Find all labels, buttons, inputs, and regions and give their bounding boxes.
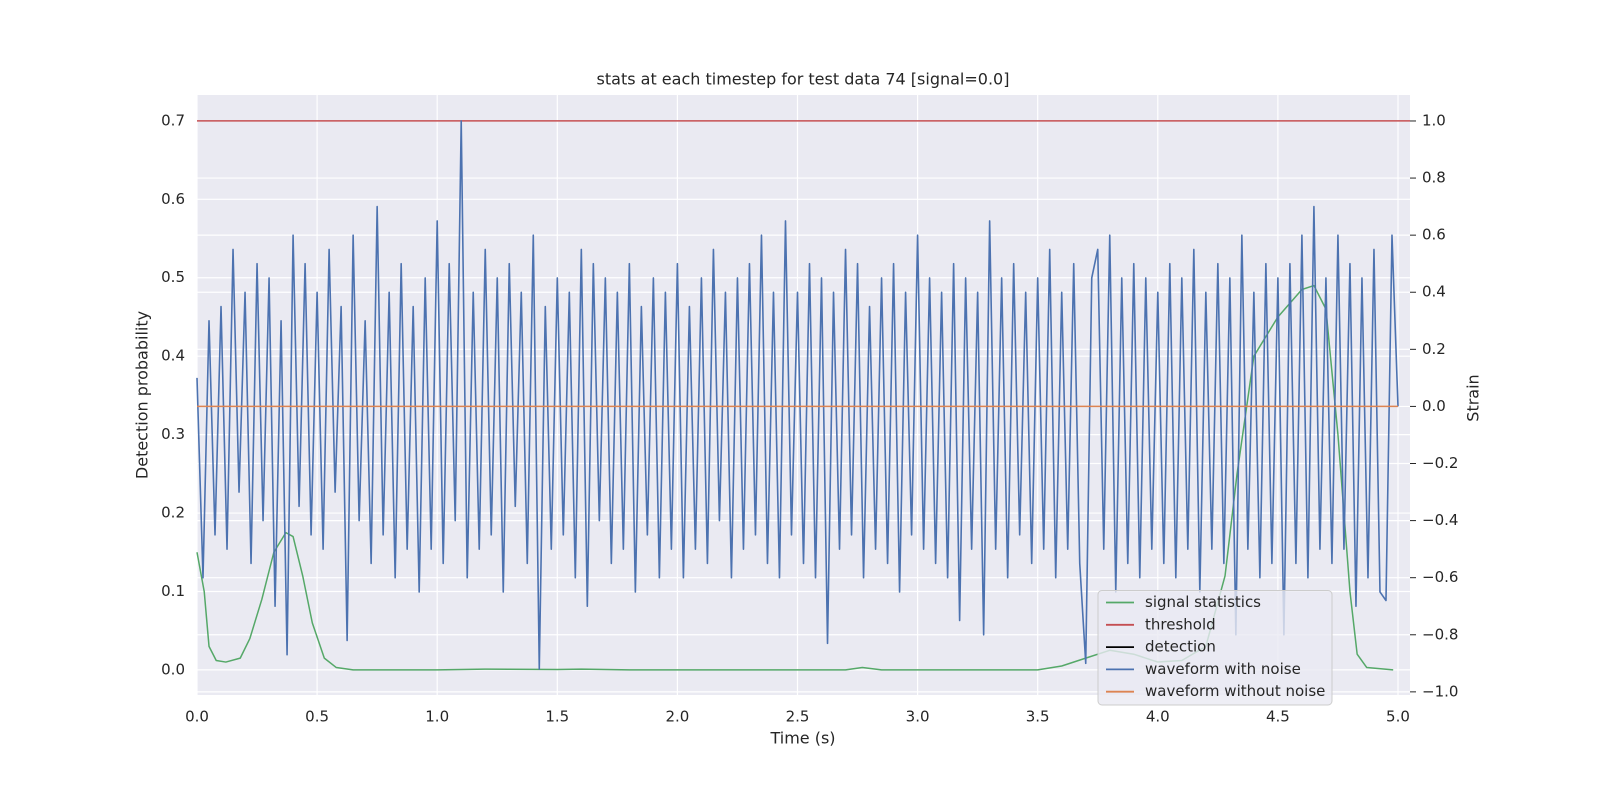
y2-tick-label: −1.0 bbox=[1422, 682, 1458, 700]
series-line bbox=[196, 120, 1399, 670]
legend-box bbox=[1097, 590, 1333, 706]
x-tick-label: 1.0 bbox=[425, 708, 449, 726]
y-tick-label: 0.1 bbox=[161, 582, 185, 600]
x-tick-label: 2.5 bbox=[786, 708, 810, 726]
x-tick-label: 4.0 bbox=[1146, 708, 1170, 726]
x-tick-label: 2.0 bbox=[665, 708, 689, 726]
y2-axis-label: Strain bbox=[1464, 374, 1483, 421]
legend-label: waveform without noise bbox=[1145, 682, 1325, 700]
x-tick-label: 0.5 bbox=[305, 708, 329, 726]
x-tick-label: 3.0 bbox=[906, 708, 930, 726]
y2-tick-label: 1.0 bbox=[1422, 111, 1446, 129]
legend-label: signal statistics bbox=[1145, 593, 1261, 611]
y2-tick-label: 0.6 bbox=[1422, 226, 1446, 244]
x-tick-label: 3.5 bbox=[1026, 708, 1050, 726]
lines bbox=[196, 120, 1410, 671]
x-tick-label: 4.5 bbox=[1266, 708, 1290, 726]
x-tick-label: 5.0 bbox=[1386, 708, 1410, 726]
y-tick-label: 0.3 bbox=[161, 425, 185, 443]
y2-tick-label: −0.2 bbox=[1422, 454, 1458, 472]
y-axis-label: Detection probability bbox=[133, 311, 152, 479]
x-axis-label: Time (s) bbox=[769, 729, 835, 748]
legend-label: detection bbox=[1145, 638, 1216, 656]
y2-tick-label: 0.2 bbox=[1422, 340, 1446, 358]
y-tick-label: 0.6 bbox=[161, 190, 185, 208]
y-tick-label: 0.5 bbox=[161, 268, 185, 286]
legend-label: threshold bbox=[1145, 615, 1216, 633]
ticks: 0.0 0.5 1.0 1.5 2.0 2.5 3.0 3.5 4.0 4.5 5.0 0.0 0.1 0… bbox=[161, 111, 1458, 725]
y2-tick-label: −0.4 bbox=[1422, 511, 1458, 529]
y-tick-label: 0.4 bbox=[161, 347, 185, 365]
y2-tick-label: 0.4 bbox=[1422, 283, 1446, 301]
y2-tick-label: −0.6 bbox=[1422, 568, 1458, 586]
series-line bbox=[196, 284, 1394, 671]
y-tick-label: 0.2 bbox=[161, 504, 185, 522]
chart-title: stats at each timestep for test data 74 … bbox=[597, 70, 1010, 89]
y2-tick-label: 0.0 bbox=[1422, 397, 1446, 415]
y-tick-label: 0.0 bbox=[161, 660, 185, 678]
y2-tick-label: 0.8 bbox=[1422, 169, 1446, 187]
x-tick-label: 1.5 bbox=[545, 708, 569, 726]
y2-tick-label: −0.8 bbox=[1422, 625, 1458, 643]
legend-label: waveform with noise bbox=[1145, 660, 1301, 678]
x-tick-label: 0.0 bbox=[185, 708, 209, 726]
y-tick-label: 0.7 bbox=[161, 111, 185, 129]
legend: signal statistics threshold detection wavef… bbox=[1097, 590, 1333, 706]
